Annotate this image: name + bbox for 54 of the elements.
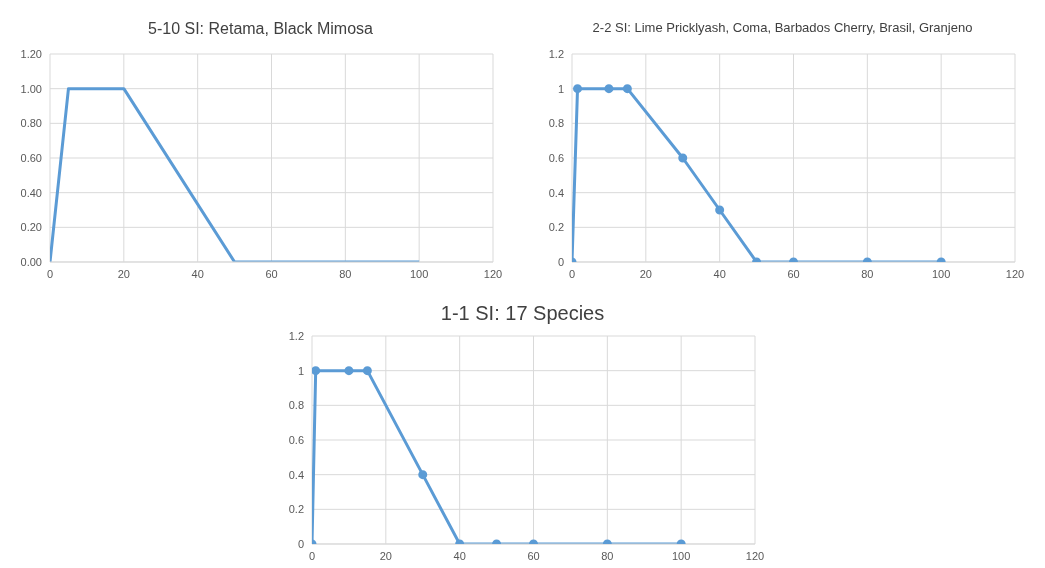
chart-title: 2-2 SI: Lime Pricklyash, Coma, Barbados Cherry, Brasil, Granjeno bbox=[591, 20, 974, 37]
x-tick-label: 20 bbox=[379, 549, 392, 562]
y-tick-label: 1.2 bbox=[288, 329, 304, 342]
y-tick-label: 0.8 bbox=[548, 117, 564, 130]
y-tick-label: 0.4 bbox=[288, 468, 304, 481]
y-tick-label: 1 bbox=[557, 82, 564, 95]
x-tick-label: 120 bbox=[745, 549, 765, 562]
x-tick-label: 60 bbox=[265, 267, 278, 280]
x-tick-label: 60 bbox=[787, 267, 800, 280]
y-tick-label: 0.2 bbox=[288, 503, 304, 516]
y-tick-label: 0.2 bbox=[548, 221, 564, 234]
x-tick-label: 80 bbox=[861, 267, 874, 280]
point bbox=[604, 84, 614, 94]
x-tick-label: 100 bbox=[671, 549, 691, 562]
y-tick-label: 0.60 bbox=[20, 151, 42, 164]
y-tick-label: 0.00 bbox=[20, 255, 42, 268]
x-tick-label: 100 bbox=[931, 267, 951, 280]
x-tick-label: 0 bbox=[568, 267, 576, 280]
chart-title: 1-1 SI: 17 Species bbox=[439, 302, 606, 326]
y-tick-label: 0 bbox=[557, 255, 564, 268]
point bbox=[715, 205, 725, 215]
y-tick-label: 0.6 bbox=[548, 151, 564, 164]
x-tick-label: 120 bbox=[483, 267, 503, 280]
y-tick-label: 1.2 bbox=[548, 47, 564, 60]
point bbox=[312, 366, 321, 376]
x-tick-label: 60 bbox=[527, 549, 540, 562]
y-tick-label: 0.6 bbox=[288, 433, 304, 446]
y-tick-label: 0.20 bbox=[20, 221, 42, 234]
point bbox=[362, 366, 372, 376]
chart-title: 5-10 SI: Retama, Black Mimosa bbox=[147, 20, 374, 39]
y-tick-label: 1.00 bbox=[20, 82, 42, 95]
y-tick-label: 0 bbox=[297, 537, 304, 550]
x-tick-label: 0 bbox=[46, 267, 54, 280]
x-tick-label: 40 bbox=[713, 267, 726, 280]
x-tick-label: 80 bbox=[601, 549, 614, 562]
point bbox=[573, 84, 583, 94]
y-tick-label: 0.80 bbox=[20, 117, 42, 130]
x-tick-label: 80 bbox=[339, 267, 352, 280]
point bbox=[418, 470, 428, 480]
y-tick-label: 0.8 bbox=[288, 399, 304, 412]
x-tick-label: 20 bbox=[639, 267, 652, 280]
x-tick-label: 120 bbox=[1005, 267, 1025, 280]
point bbox=[344, 366, 354, 376]
x-tick-label: 20 bbox=[117, 267, 130, 280]
x-tick-label: 0 bbox=[308, 549, 316, 562]
y-tick-label: 0.4 bbox=[548, 186, 564, 199]
x-tick-label: 40 bbox=[191, 267, 204, 280]
y-tick-label: 1 bbox=[297, 364, 304, 377]
y-tick-label: 0.40 bbox=[20, 186, 42, 199]
point bbox=[622, 84, 632, 94]
point bbox=[678, 153, 688, 163]
x-tick-label: 40 bbox=[453, 549, 466, 562]
y-tick-label: 1.20 bbox=[20, 47, 42, 60]
x-tick-label: 100 bbox=[409, 267, 429, 280]
